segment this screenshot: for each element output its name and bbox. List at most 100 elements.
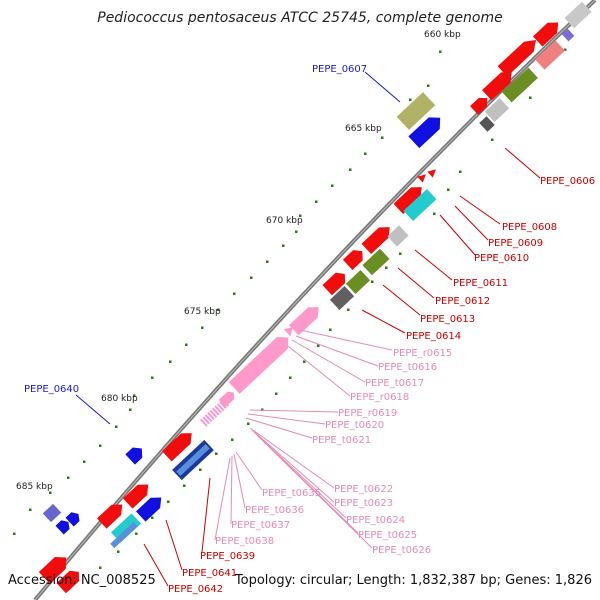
genome-title: Pediococcus pentosaceus ATCC 25745, comp… <box>97 10 503 26</box>
gene-label[interactable]: PEPE_0611 <box>453 278 508 289</box>
tick-dot <box>129 408 132 411</box>
rna-leader-line <box>291 339 366 383</box>
gene-label[interactable]: PEPE_0641 <box>182 568 237 579</box>
gene-box <box>329 286 355 310</box>
rna-label[interactable]: PEPE_r0618 <box>350 392 409 403</box>
tick-dot <box>427 84 430 87</box>
tick-dot <box>317 344 320 347</box>
gene-label[interactable]: PEPE_0608 <box>502 222 557 233</box>
gene-box <box>561 28 575 42</box>
gene-label[interactable]: PEPE_0607 <box>312 64 367 75</box>
rna-label[interactable]: PEPE_t0620 <box>325 420 384 431</box>
rna-label[interactable]: PEPE_t0636 <box>245 505 304 516</box>
tick-dot <box>282 244 285 247</box>
gene-arrow <box>470 97 488 115</box>
tick-dot <box>201 326 204 329</box>
tick-dot <box>275 392 278 395</box>
gene-arrow <box>482 72 512 101</box>
rna-leader-line <box>249 409 339 413</box>
gene-box <box>345 270 371 294</box>
trna-mark <box>204 414 213 423</box>
tick-label: 675 kbp <box>184 307 221 317</box>
rna-label[interactable]: PEPE_t0622 <box>334 484 393 495</box>
rna-label[interactable]: PEPE_t0621 <box>312 435 371 446</box>
tick-dot <box>151 516 154 519</box>
gene-arrow <box>96 504 123 529</box>
tick-dot <box>329 328 332 331</box>
tick-dot <box>183 484 186 487</box>
rna-label[interactable]: PEPE_t0617 <box>365 378 424 389</box>
gene-box <box>534 40 566 70</box>
tick-dot <box>381 136 384 139</box>
rna-arrow <box>228 337 289 394</box>
rna-label[interactable]: PEPE_t0623 <box>334 498 393 509</box>
gene-label[interactable]: PEPE_0639 <box>200 551 255 562</box>
gene-label[interactable]: PEPE_0642 <box>168 584 223 595</box>
tick-dot <box>295 230 298 233</box>
rna-label[interactable]: PEPE_r0619 <box>338 408 397 419</box>
gene-label[interactable]: PEPE_0614 <box>406 331 461 342</box>
feature-labels: PEPE_0607 PEPE_0640 PEPE_0606 PEPE_0608 … <box>24 64 595 595</box>
rna-arrow <box>283 327 293 337</box>
trna-mark <box>202 416 211 425</box>
rna-leader-line <box>233 453 246 509</box>
gene-arrow <box>532 22 559 47</box>
tick-dot <box>215 452 218 455</box>
gene-arrow <box>417 174 426 183</box>
rna-label[interactable]: PEPE_t0624 <box>346 515 405 526</box>
leader-lines <box>75 71 541 587</box>
rna-label[interactable]: PEPE_t0616 <box>378 362 437 373</box>
gene-arrow <box>56 570 80 594</box>
gene-arrow-blue <box>65 512 80 527</box>
tick-dot <box>529 96 532 99</box>
tick-dot <box>347 308 350 311</box>
gene-arrow <box>393 187 422 215</box>
gene-label[interactable]: PEPE_0609 <box>488 238 543 249</box>
tick-label: 680 kbp <box>101 394 138 404</box>
gene-label[interactable]: PEPE_0640 <box>24 384 79 395</box>
gene-box <box>403 188 437 222</box>
gene-label[interactable]: PEPE_0610 <box>474 253 529 264</box>
tick-dot <box>349 168 352 171</box>
gene-box <box>387 225 409 247</box>
rna-label[interactable]: PEPE_t0626 <box>372 545 431 556</box>
gene-arrow-blue <box>125 447 143 465</box>
tick-dot <box>99 444 102 447</box>
tick-dot <box>135 532 138 535</box>
summary-text: Topology: circular; Length: 1,832,387 bp… <box>234 573 592 588</box>
gene-box <box>502 67 538 103</box>
rna-leader-line <box>245 417 313 439</box>
gene-label[interactable]: PEPE_0606 <box>540 176 595 187</box>
tick-dot <box>167 500 170 503</box>
tick-label: 665 kbp <box>345 124 382 134</box>
trna-mark <box>212 407 220 416</box>
gene-box <box>110 521 138 549</box>
tick-dot <box>299 214 302 217</box>
trna-mark <box>209 409 218 418</box>
rna-label[interactable]: PEPE_r0615 <box>393 348 452 359</box>
gene-label[interactable]: PEPE_0613 <box>420 314 475 325</box>
rna-label[interactable]: PEPE_t0635 <box>262 488 321 499</box>
rna-leader-line <box>247 413 326 425</box>
rna-label[interactable]: PEPE_t0625 <box>358 530 417 541</box>
rna-leader-line <box>235 451 263 491</box>
gene-arrow <box>361 227 390 255</box>
rna-label[interactable]: PEPE_t0638 <box>215 536 274 547</box>
gene-arrow <box>427 169 436 178</box>
tick-dot <box>233 292 236 295</box>
trna-mark <box>207 412 215 420</box>
trna-mark <box>221 398 230 407</box>
gene-arrow <box>322 272 346 296</box>
tick-dots <box>13 48 567 569</box>
gene-label[interactable]: PEPE_0612 <box>435 296 490 307</box>
tick-dot <box>151 376 154 379</box>
rna-label[interactable]: PEPE_t0637 <box>231 520 290 531</box>
tick-dot <box>13 532 16 535</box>
rna-leader-line <box>214 457 231 541</box>
tick-dot <box>331 184 334 187</box>
tick-dot <box>217 308 220 311</box>
gene-arrow <box>497 39 537 77</box>
tick-dot <box>364 152 367 155</box>
tick-label: 685 kbp <box>16 482 53 492</box>
